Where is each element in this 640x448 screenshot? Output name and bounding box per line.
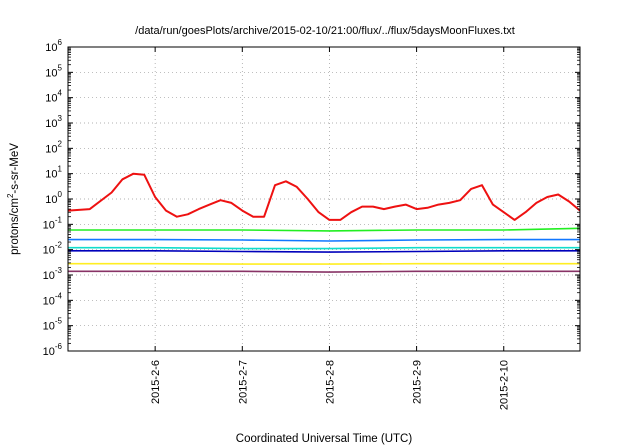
y-tick-label: 103 bbox=[45, 114, 62, 130]
chart-title: /data/run/goesPlots/archive/2015-02-10/2… bbox=[135, 25, 515, 37]
y-tick-label: 10-6 bbox=[43, 342, 63, 358]
y-tick-label: 106 bbox=[45, 38, 62, 54]
x-tick-label: 2015-2-10 bbox=[499, 360, 511, 410]
y-tick-exponent: 0 bbox=[58, 190, 63, 199]
y-tick-label: 10-2 bbox=[43, 241, 63, 257]
series-line bbox=[68, 250, 580, 253]
y-tick-base: 10 bbox=[43, 270, 55, 282]
y-tick-exponent: -4 bbox=[55, 291, 63, 300]
y-tick-base: 10 bbox=[45, 67, 57, 79]
grid-lines bbox=[68, 47, 580, 351]
y-tick-exponent: -1 bbox=[55, 215, 63, 224]
series-line bbox=[67, 172, 581, 221]
x-tick-label: 2015-2-7 bbox=[237, 360, 249, 404]
y-tick-exponent: 6 bbox=[58, 38, 63, 47]
y-tick-label: 101 bbox=[45, 165, 62, 181]
y-tick-label: 10-4 bbox=[43, 291, 63, 307]
y-tick-exponent: -5 bbox=[55, 317, 63, 326]
y-axis-label: protons/cm2-s-sr-MeV bbox=[6, 143, 21, 255]
y-tick-exponent: 4 bbox=[58, 89, 63, 98]
y-tick-exponent: 3 bbox=[58, 114, 63, 123]
y-tick-exponent: -6 bbox=[55, 342, 63, 351]
y-tick-label: 104 bbox=[45, 89, 62, 105]
y-tick-label: 10-1 bbox=[43, 215, 63, 231]
y-tick-label: 105 bbox=[45, 63, 62, 79]
y-tick-exponent: 5 bbox=[58, 63, 63, 72]
x-axis-label: Coordinated Universal Time (UTC) bbox=[236, 433, 413, 445]
y-tick-label: 100 bbox=[45, 190, 62, 206]
y-tick-base: 10 bbox=[45, 42, 57, 54]
y-tick-base: 10 bbox=[45, 143, 57, 155]
x-tick-label: 2015-2-6 bbox=[150, 360, 162, 404]
x-tick-label: 2015-2-8 bbox=[324, 360, 336, 404]
y-tick-label: 10-5 bbox=[43, 317, 63, 333]
y-axis-label-superscript: 2 bbox=[6, 193, 15, 198]
y-tick-label: 102 bbox=[45, 139, 62, 155]
y-tick-base: 10 bbox=[43, 295, 55, 307]
y-tick-base: 10 bbox=[43, 346, 55, 358]
y-axis-label-suffix: -s-sr-MeV bbox=[9, 143, 21, 194]
y-tick-label: 10-3 bbox=[43, 266, 63, 282]
y-tick-base: 10 bbox=[45, 169, 57, 181]
y-tick-base: 10 bbox=[43, 219, 55, 231]
y-tick-base: 10 bbox=[45, 118, 57, 130]
y-tick-base: 10 bbox=[43, 245, 55, 257]
series-line bbox=[68, 238, 580, 242]
y-axis-label-prefix: protons/cm bbox=[9, 198, 21, 255]
data-series bbox=[67, 172, 581, 273]
series-line bbox=[68, 227, 581, 232]
x-axis: 2015-2-6 2015-2-7 2015-2-8 2015-2-9 2015-2-1… bbox=[150, 47, 511, 410]
y-tick-base: 10 bbox=[43, 321, 55, 333]
y-tick-exponent: 2 bbox=[58, 139, 63, 148]
x-tick-label: 2015-2-9 bbox=[412, 360, 424, 404]
y-axis: 10-610-510-410-310-210-11001011021031041… bbox=[43, 38, 580, 358]
y-tick-exponent: 1 bbox=[58, 165, 63, 174]
y-tick-exponent: -2 bbox=[55, 241, 63, 250]
series-line bbox=[68, 246, 580, 250]
y-tick-exponent: -3 bbox=[55, 266, 63, 275]
y-tick-base: 10 bbox=[45, 93, 57, 105]
series-line bbox=[68, 270, 580, 273]
y-tick-base: 10 bbox=[45, 194, 57, 206]
